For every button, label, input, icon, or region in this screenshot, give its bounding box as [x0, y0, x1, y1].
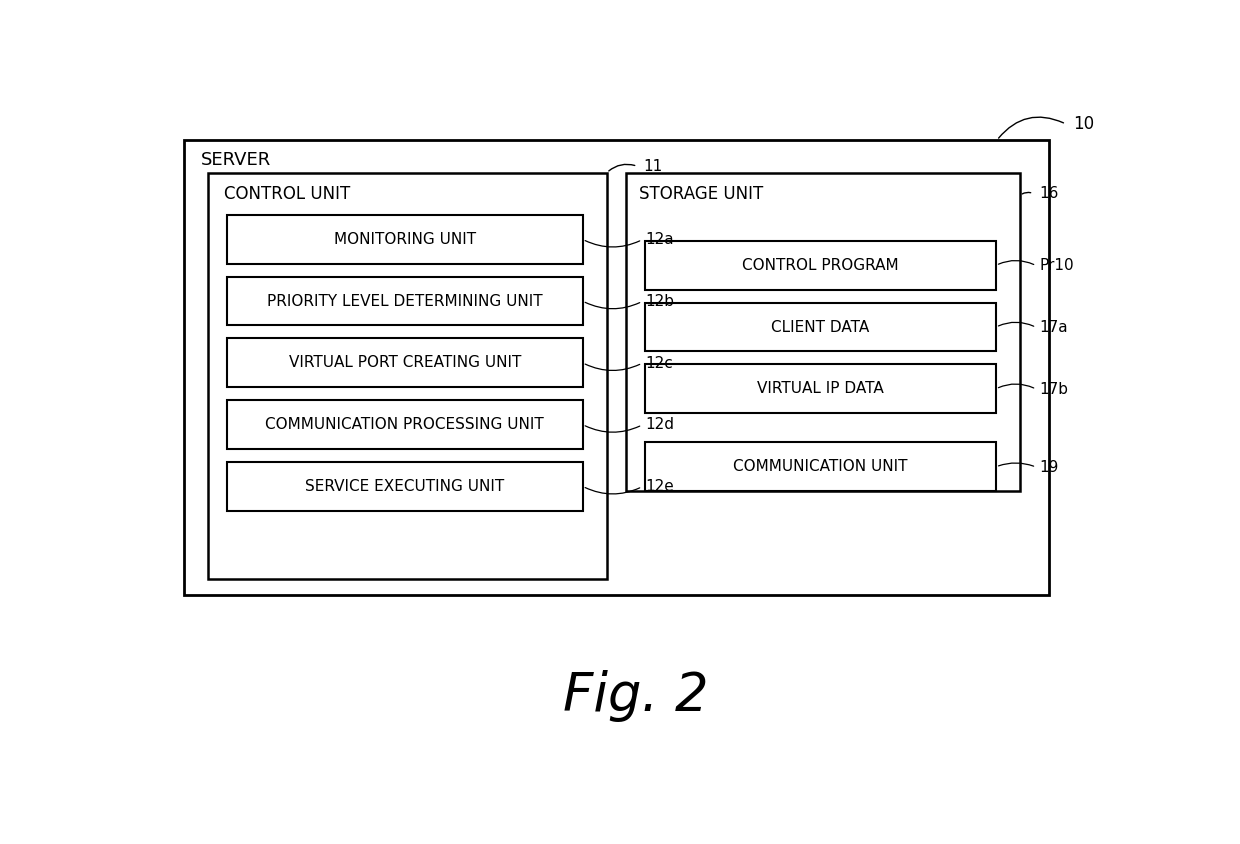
Bar — [645, 303, 996, 351]
Text: 12c: 12c — [645, 355, 673, 371]
Text: 17b: 17b — [1039, 381, 1068, 397]
Bar — [208, 173, 606, 579]
Bar — [645, 365, 996, 414]
Text: 16: 16 — [1039, 186, 1059, 201]
Bar — [227, 400, 583, 449]
Text: 10: 10 — [1073, 115, 1094, 133]
Text: COMMUNICATION UNIT: COMMUNICATION UNIT — [733, 459, 908, 474]
Text: CONTROL UNIT: CONTROL UNIT — [224, 185, 351, 203]
Bar — [227, 338, 583, 387]
Bar — [645, 241, 996, 289]
Text: CONTROL PROGRAM: CONTROL PROGRAM — [743, 258, 899, 273]
Text: 12b: 12b — [645, 294, 675, 309]
Text: CLIENT DATA: CLIENT DATA — [771, 320, 869, 334]
Text: SERVICE EXECUTING UNIT: SERVICE EXECUTING UNIT — [305, 479, 505, 494]
Text: 17a: 17a — [1039, 320, 1068, 335]
Text: 19: 19 — [1039, 460, 1059, 474]
Text: 12e: 12e — [645, 479, 673, 494]
Text: STORAGE UNIT: STORAGE UNIT — [640, 185, 764, 203]
Bar — [645, 442, 996, 491]
Text: 11: 11 — [644, 159, 662, 174]
Text: PRIORITY LEVEL DETERMINING UNIT: PRIORITY LEVEL DETERMINING UNIT — [267, 294, 543, 309]
Text: COMMUNICATION PROCESSING UNIT: COMMUNICATION PROCESSING UNIT — [265, 417, 544, 432]
Text: SERVER: SERVER — [201, 151, 272, 169]
Text: 12a: 12a — [645, 232, 673, 247]
Bar — [227, 462, 583, 511]
Text: Pr10: Pr10 — [1039, 258, 1074, 273]
Text: MONITORING UNIT: MONITORING UNIT — [334, 232, 476, 247]
Bar — [227, 277, 583, 326]
Text: VIRTUAL IP DATA: VIRTUAL IP DATA — [758, 381, 884, 397]
Bar — [227, 215, 583, 263]
Bar — [184, 140, 1049, 595]
Text: 12d: 12d — [645, 418, 675, 432]
Bar — [626, 173, 1019, 491]
Text: VIRTUAL PORT CREATING UNIT: VIRTUAL PORT CREATING UNIT — [289, 355, 521, 371]
Text: Fig. 2: Fig. 2 — [563, 670, 708, 722]
